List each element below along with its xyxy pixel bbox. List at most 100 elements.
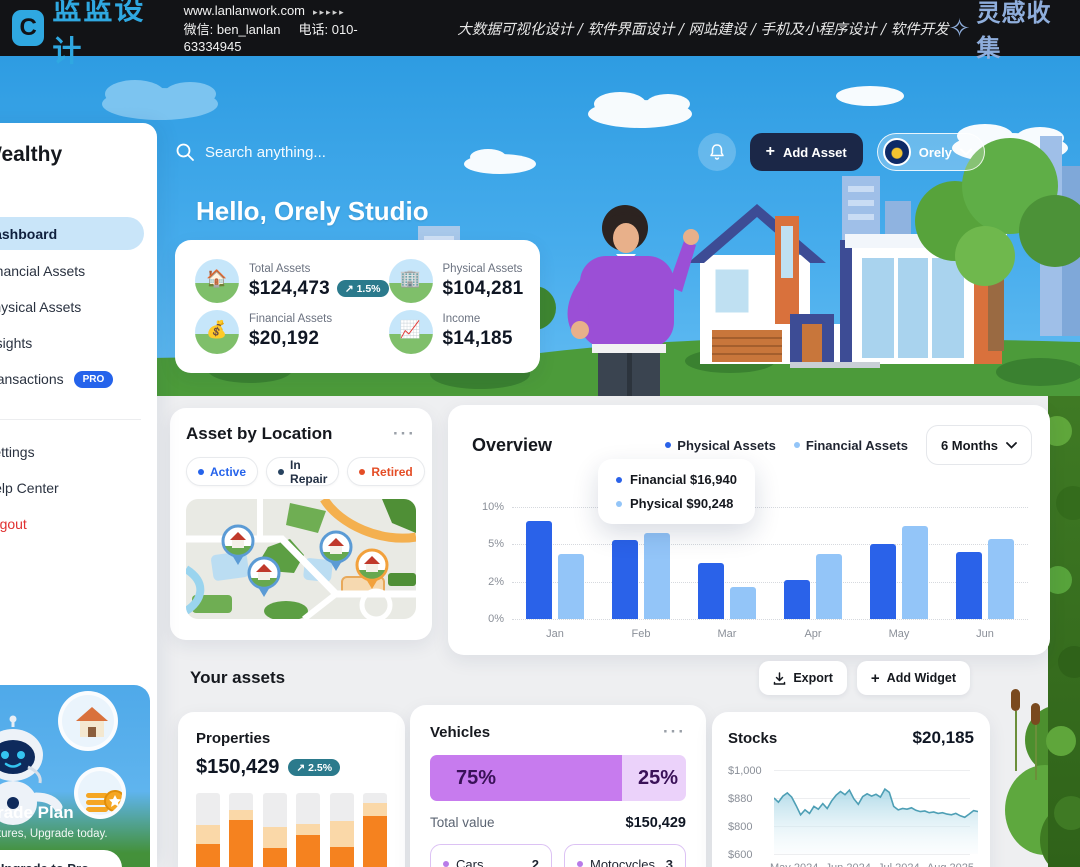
motocycles-count: 3	[665, 856, 673, 867]
period-select[interactable]: 6 Months	[925, 425, 1032, 465]
xtick: Jun 2024	[826, 862, 871, 867]
bar-financial-mar[interactable]	[730, 587, 756, 619]
pro-badge: PRO	[73, 370, 114, 388]
sidebar-item-dashboard[interactable]: Dashboard	[0, 217, 144, 250]
plus-icon: +	[870, 669, 880, 687]
sparkle-icon: ✧	[948, 13, 971, 43]
financial-legend-dot	[793, 442, 800, 448]
stacked-bar-3[interactable]	[262, 793, 287, 867]
bar-financial-jan[interactable]	[558, 554, 584, 619]
xtick: Mar	[717, 628, 737, 640]
asset-map[interactable]	[186, 499, 416, 619]
bar-financial-jun[interactable]	[988, 539, 1014, 619]
search-input[interactable]	[205, 143, 505, 161]
cars-chip[interactable]: Cars 2	[430, 844, 552, 867]
upgrade-button[interactable]: Upgrade to Pro	[0, 850, 122, 867]
bar-physical-feb[interactable]	[612, 540, 638, 619]
ytick: $600	[728, 849, 753, 861]
cars-share: 75%	[430, 755, 622, 801]
more-menu-button[interactable]: ···	[393, 424, 416, 443]
filter-active[interactable]: Active	[186, 457, 259, 486]
bar-physical-jan[interactable]	[526, 521, 552, 619]
website-url[interactable]: www.lanlanwork.com	[183, 2, 306, 18]
properties-value: $150,429	[196, 756, 280, 778]
chevron-down-icon	[960, 148, 972, 156]
sidebar-item-physical-assets[interactable]: Physical Assets	[0, 299, 82, 315]
ytick: 5%	[488, 538, 504, 550]
xtick: Aug 2025	[927, 862, 974, 867]
top-banner: C 蓝蓝设计 www.lanlanwork.com ▸▸▸▸▸ 微信: ben_l…	[0, 0, 1080, 68]
total-assets-icon: 🏠	[195, 259, 239, 304]
asset-by-location-card: Asset by Location ··· Active In Repair R…	[170, 408, 432, 640]
stacked-bar-5[interactable]	[329, 793, 354, 867]
cattail	[1011, 689, 1020, 771]
sidebar-divider	[0, 419, 141, 420]
tooltip-physical-dot	[616, 500, 622, 507]
xtick: May	[888, 628, 910, 640]
bar-financial-may[interactable]	[902, 526, 928, 619]
stat-value: $14,185	[442, 328, 513, 350]
map-marker-retired[interactable]	[355, 548, 389, 589]
stat-value: $124,473	[249, 277, 330, 299]
contact-block: www.lanlanwork.com ▸▸▸▸▸ 微信: ben_lanlan 电话…	[184, 2, 410, 55]
robot-illustration	[0, 715, 63, 825]
active-dot	[198, 468, 204, 475]
stat-total-assets: 🏠 Total Assets $124,473 ↗ 1.5%	[195, 256, 389, 307]
search-icon	[176, 143, 194, 161]
trend-badge: ↗ 2.5%	[288, 759, 341, 776]
add-widget-button[interactable]: + Add Widget	[856, 661, 970, 695]
bar-physical-may[interactable]	[870, 544, 896, 619]
stacked-bar-2[interactable]	[229, 793, 254, 867]
overview-chart: 10% 5% 2% 0% Jan Feb Mar Apr May Jun	[482, 501, 1028, 657]
add-asset-button[interactable]: + Add Asset	[749, 133, 863, 171]
legend-physical-assets: Physical Assets	[665, 438, 776, 453]
sidebar-item-financial-assets[interactable]: Financial Assets	[0, 263, 86, 279]
tooltip-financial-dot	[616, 476, 622, 483]
motocycles-chip[interactable]: Motocycles 3	[564, 844, 686, 867]
export-button[interactable]: Export	[759, 661, 847, 695]
app-brand: Wealthy	[0, 143, 63, 166]
stacked-bar-1[interactable]	[196, 793, 220, 867]
stacked-bar-4[interactable]	[296, 793, 321, 867]
total-value: $150,429	[625, 815, 686, 831]
map-marker-active-1[interactable]	[221, 524, 255, 565]
cars-dot	[443, 861, 449, 867]
sidebar-item-help-center[interactable]: Help Center	[0, 480, 59, 496]
stat-label: Physical Assets	[442, 262, 523, 275]
brand-logo: C 蓝蓝设计	[0, 0, 164, 70]
notifications-button[interactable]	[697, 133, 736, 171]
collect-label: 灵感收集	[976, 0, 1052, 62]
sidebar-item-transactions[interactable]: Transactions PRO	[0, 361, 157, 397]
sidebar-item-settings[interactable]: Settings	[0, 444, 35, 460]
plus-icon: +	[765, 143, 775, 160]
sidebar-item-logout[interactable]: Logout	[0, 516, 27, 532]
stocks-chart: $1,000 $880 $800 $600	[728, 765, 978, 861]
map-marker-active-2[interactable]	[247, 556, 281, 597]
filter-retired[interactable]: Retired	[347, 457, 425, 486]
chevron-down-icon	[1006, 441, 1017, 449]
hero-scene-svg	[0, 80, 1080, 396]
map-marker-active-3[interactable]	[319, 530, 353, 571]
card-title: Vehicles	[430, 723, 491, 741]
user-menu-button[interactable]: Orely	[876, 133, 985, 171]
xtick: Jun	[976, 628, 994, 640]
search-box[interactable]	[175, 142, 698, 162]
stacked-bar-6[interactable]	[362, 793, 387, 867]
income-icon: 📈	[388, 309, 433, 354]
stocks-x-axis: May 2024 Jun 2024 Jul 2024 Aug 2025	[770, 862, 974, 867]
sidebar-item-insights[interactable]: Insights	[0, 335, 33, 351]
vehicles-ratio-bar: 75% 25%	[430, 755, 686, 801]
bar-physical-apr[interactable]	[784, 580, 810, 619]
add-asset-label: Add Asset	[782, 144, 847, 160]
filter-in-repair[interactable]: In Repair	[266, 457, 340, 486]
bar-financial-feb[interactable]	[644, 533, 670, 619]
sidebar: Wealthy Dashboard Financial Assets Physi…	[0, 123, 157, 867]
bar-physical-mar[interactable]	[698, 563, 724, 619]
more-menu-button[interactable]: ···	[663, 722, 686, 741]
inspiration-collect[interactable]: ✧ 灵感收集	[949, 0, 1064, 63]
bar-financial-apr[interactable]	[816, 554, 842, 619]
ytick: 0%	[488, 613, 504, 625]
tooltip-physical: Physical $90,248	[616, 496, 737, 511]
bar-physical-jun[interactable]	[956, 552, 982, 619]
